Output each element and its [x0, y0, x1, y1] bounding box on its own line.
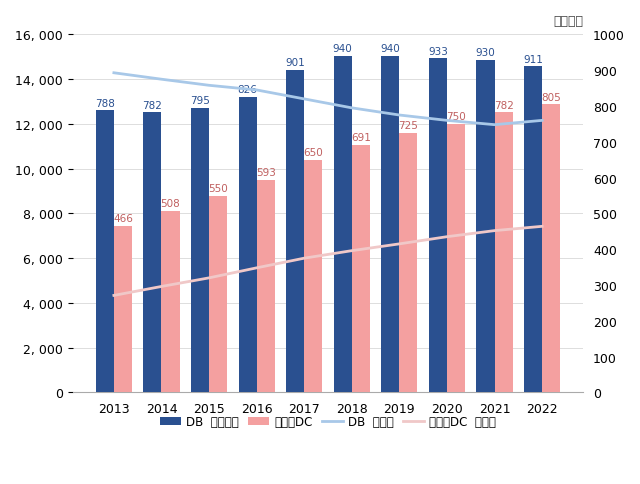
Text: 930: 930	[476, 48, 495, 58]
Text: 826: 826	[237, 85, 257, 95]
Text: 691: 691	[351, 133, 371, 143]
Text: 788: 788	[95, 98, 115, 108]
Bar	[542, 105, 560, 393]
Bar	[381, 57, 399, 393]
Text: 508: 508	[161, 198, 180, 209]
Text: 901: 901	[285, 58, 305, 68]
Bar	[257, 181, 275, 393]
Bar	[399, 134, 417, 393]
Bar	[524, 67, 542, 393]
Bar	[114, 226, 132, 393]
Bar	[352, 146, 370, 393]
Text: 725: 725	[399, 121, 419, 131]
Text: 940: 940	[380, 44, 400, 54]
Bar	[495, 113, 513, 393]
Text: 940: 940	[333, 44, 353, 54]
Text: 750: 750	[446, 112, 466, 122]
Text: 911: 911	[523, 55, 543, 64]
Legend: DB  加入者数, 企業型DC, DB  制度数, 企業型DC  規約数: DB 加入者数, 企業型DC, DB 制度数, 企業型DC 規約数	[156, 411, 500, 433]
Bar	[304, 160, 323, 393]
Text: 782: 782	[493, 101, 513, 110]
Bar	[429, 60, 447, 393]
Text: 550: 550	[208, 183, 228, 194]
Text: 795: 795	[190, 96, 210, 106]
Text: 593: 593	[256, 168, 276, 178]
Bar	[161, 211, 180, 393]
Bar	[143, 113, 161, 393]
Bar	[96, 111, 114, 393]
Bar	[286, 71, 304, 393]
Text: 805: 805	[541, 92, 561, 103]
Bar	[239, 98, 257, 393]
Text: 933: 933	[428, 46, 448, 57]
Text: 466: 466	[113, 213, 133, 224]
Bar	[333, 57, 352, 393]
Bar	[447, 125, 465, 393]
Bar	[476, 60, 495, 393]
Text: （万人）: （万人）	[554, 15, 584, 28]
Text: 782: 782	[143, 101, 163, 110]
Bar	[209, 196, 227, 393]
Bar	[191, 108, 209, 393]
Text: 650: 650	[303, 148, 323, 158]
